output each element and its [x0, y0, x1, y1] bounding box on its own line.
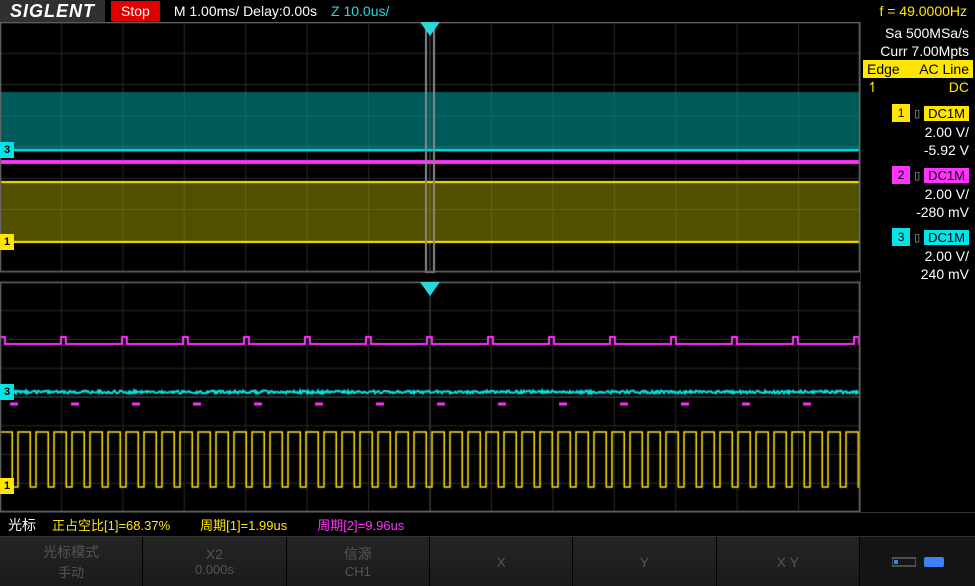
softkey-button[interactable]: 信源CH1	[287, 537, 430, 586]
ch3-coupling: DC1M	[924, 230, 969, 245]
ch1-marker: 1	[0, 234, 14, 250]
softkey-line1: X	[496, 554, 505, 570]
softkey-line1: Y	[640, 554, 649, 570]
softkey-line2: 0.000s	[195, 562, 234, 577]
main-area: 3 1 3 1 Sa 500MSa/s Curr 7.00Mpts Edge A…	[0, 22, 975, 512]
usb-icon	[924, 557, 944, 567]
zoom-trigger-marker	[420, 282, 440, 296]
waveform-canvas	[0, 22, 860, 512]
meas-item: 正占空比[1]=68.37%	[52, 518, 170, 533]
trigger-info[interactable]: Edge AC Line	[863, 60, 973, 78]
softkey-button[interactable]: X	[430, 537, 573, 586]
ch1-scale: 2.00 V/	[863, 123, 973, 141]
ch2-coupling: DC1M	[924, 168, 969, 183]
trigger-mode: Edge	[867, 61, 900, 77]
trigger-coupling: DC	[949, 79, 969, 96]
run-stop-badge[interactable]: Stop	[111, 1, 160, 21]
trigger-slope-row: ↿ DC	[863, 78, 973, 97]
top-bar: SIGLENT Stop M 1.00ms/ Delay:0.00s Z 10.…	[0, 0, 975, 22]
ch2-offset: -280 mV	[863, 203, 973, 221]
ch1-offset: -5.92 V	[863, 141, 973, 159]
ch1-header[interactable]: 1 ▯ DC1M	[863, 103, 973, 123]
softkey-bar: 光标模式手动X20.000s信源CH1X Y X Y	[0, 536, 975, 586]
zoom-timebase-label: Z 10.0us/	[331, 3, 389, 19]
mem-depth: Curr 7.00Mpts	[863, 42, 973, 60]
ch3-num: 3	[892, 228, 910, 246]
ch1-coupling: DC1M	[924, 106, 969, 121]
ch2-header[interactable]: 2 ▯ DC1M	[863, 165, 973, 185]
right-panel: Sa 500MSa/s Curr 7.00Mpts Edge AC Line ↿…	[860, 22, 975, 512]
ch2-scale: 2.00 V/	[863, 185, 973, 203]
softkey-line1: X2	[206, 546, 223, 562]
trigger-position-marker	[420, 22, 440, 36]
waveform-area[interactable]: 3 1 3 1	[0, 22, 860, 512]
measurement-items: 正占空比[1]=68.37% 周期[1]=1.99us 周期[2]=9.96us	[52, 515, 434, 534]
status-icons	[860, 537, 975, 586]
softkey-button[interactable]: X20.000s	[143, 537, 286, 586]
trigger-source: AC Line	[919, 61, 969, 77]
ch3-zoom-marker: 3	[0, 384, 14, 400]
softkey-line2: 手动	[58, 562, 84, 581]
softkey-line1: 信源	[344, 544, 372, 564]
ch3-marker: 3	[0, 142, 14, 158]
cursor-title: 光标	[8, 515, 36, 535]
logo: SIGLENT	[0, 0, 105, 23]
timebase-label: M 1.00ms/ Delay:0.00s	[174, 3, 317, 19]
measurement-bar: 光标 正占空比[1]=68.37% 周期[1]=1.99us 周期[2]=9.96u…	[0, 512, 975, 536]
ch1-zoom-marker: 1	[0, 478, 14, 494]
network-icon	[892, 554, 916, 570]
softkey-button[interactable]: Y	[573, 537, 716, 586]
ch3-header[interactable]: 3 ▯ DC1M	[863, 227, 973, 247]
channel-list: 1 ▯ DC1M2.00 V/-5.92 V2 ▯ DC1M2.00 V/-28…	[863, 103, 973, 283]
slope-icon: ↿	[867, 79, 879, 96]
softkey-line2: CH1	[345, 564, 371, 579]
sample-rate: Sa 500MSa/s	[863, 24, 973, 42]
meas-item: 周期[1]=1.99us	[200, 518, 287, 533]
ch3-scale: 2.00 V/	[863, 247, 973, 265]
softkey-button[interactable]: X Y	[717, 537, 860, 586]
ch3-offset: 240 mV	[863, 265, 973, 283]
meas-item: 周期[2]=9.96us	[317, 518, 404, 533]
softkey-line1: 光标模式	[43, 542, 99, 562]
softkey-button[interactable]: 光标模式手动	[0, 537, 143, 586]
softkey-line1: X Y	[777, 554, 799, 570]
freq-counter: f = 49.0000Hz	[879, 3, 967, 19]
ch1-num: 1	[892, 104, 910, 122]
ch2-num: 2	[892, 166, 910, 184]
softkey-buttons: 光标模式手动X20.000s信源CH1X Y X Y	[0, 537, 860, 586]
